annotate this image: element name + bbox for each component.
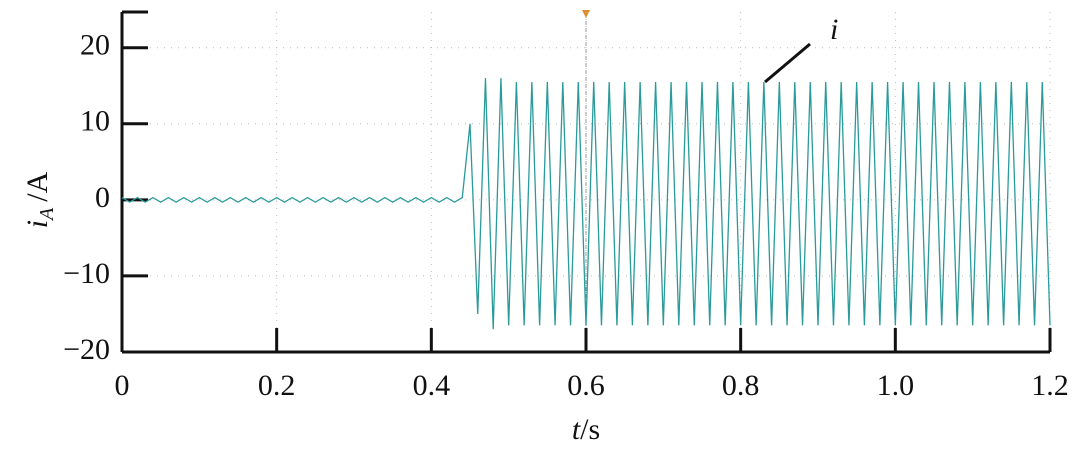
y-label-sub: A — [36, 207, 58, 222]
annotation: i — [830, 13, 838, 46]
x-label-unit: /s — [580, 413, 600, 446]
annotation-leader — [764, 42, 811, 84]
y-tick-label: 0 — [95, 181, 110, 214]
y-tick-label: −10 — [63, 257, 110, 290]
y-label-var: i — [21, 220, 54, 228]
x-tick-label: 0 — [115, 369, 130, 402]
y-label-unit: /A — [21, 171, 54, 201]
x-label-var: t — [572, 413, 581, 446]
x-tick-label: 1.2 — [1031, 369, 1069, 402]
y-tick-label: 20 — [80, 29, 110, 62]
x-tick-label: 0.4 — [413, 369, 451, 402]
x-tick-label: 0.2 — [258, 369, 296, 402]
y-tick-label: 10 — [80, 105, 110, 138]
x-tick-label: 0.8 — [722, 369, 760, 402]
x-tick-label: 0.6 — [567, 369, 605, 402]
cursor-marker — [582, 10, 590, 18]
y-tick-label: −20 — [63, 333, 110, 366]
y-label: iA/A — [21, 171, 58, 228]
series-line — [121, 78, 1051, 330]
svg-text:iA/A: iA/A — [21, 171, 58, 228]
x-tick-label: 1.0 — [877, 369, 915, 402]
x-label: t/s — [572, 413, 600, 446]
